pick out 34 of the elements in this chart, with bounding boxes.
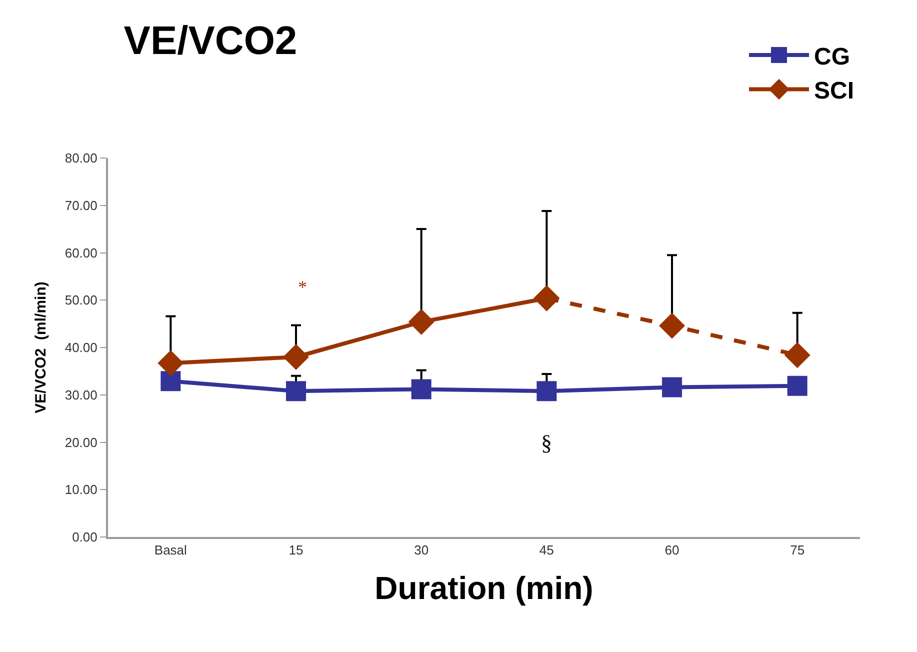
y-tick-label: 40.00 [64, 340, 98, 356]
y-tick-label: 0.00 [72, 530, 98, 545]
point [286, 381, 306, 402]
chart-title: VE/VCO2 [124, 19, 298, 64]
x-tick-label: Basal [154, 542, 188, 558]
y-tick-label: 80.00 [64, 150, 98, 166]
y-tick-label: 70.00 [64, 198, 98, 213]
x-tick-label: 75 [790, 542, 805, 558]
point [787, 376, 808, 396]
x-tick-label: 60 [664, 542, 680, 558]
legend-label: CG [814, 43, 850, 70]
point [160, 371, 181, 392]
y-tick-label: 30.00 [64, 387, 98, 402]
y-tick-label: 20.00 [64, 434, 98, 450]
y-tick-label: 60.00 [64, 245, 98, 260]
y-tick-label: 10.00 [64, 482, 98, 498]
point [158, 350, 184, 376]
y-tick-label: 50.00 [64, 292, 98, 308]
annotation: § [541, 430, 552, 455]
y-axis-title: VE/VCO2 (ml/min) [32, 282, 50, 414]
x-tick-label: 45 [539, 542, 554, 558]
x-axis-title: Duration (min) [374, 570, 594, 606]
x-tick-label: 15 [288, 542, 304, 558]
x-tick-label: 30 [414, 542, 429, 558]
point [408, 308, 434, 335]
legend-label: SCI [814, 78, 854, 105]
annotation: * [298, 277, 307, 297]
point [534, 285, 560, 312]
point [662, 377, 682, 398]
point [283, 344, 309, 370]
point [784, 342, 810, 368]
point [536, 381, 557, 402]
point [659, 312, 685, 339]
point [411, 379, 432, 400]
